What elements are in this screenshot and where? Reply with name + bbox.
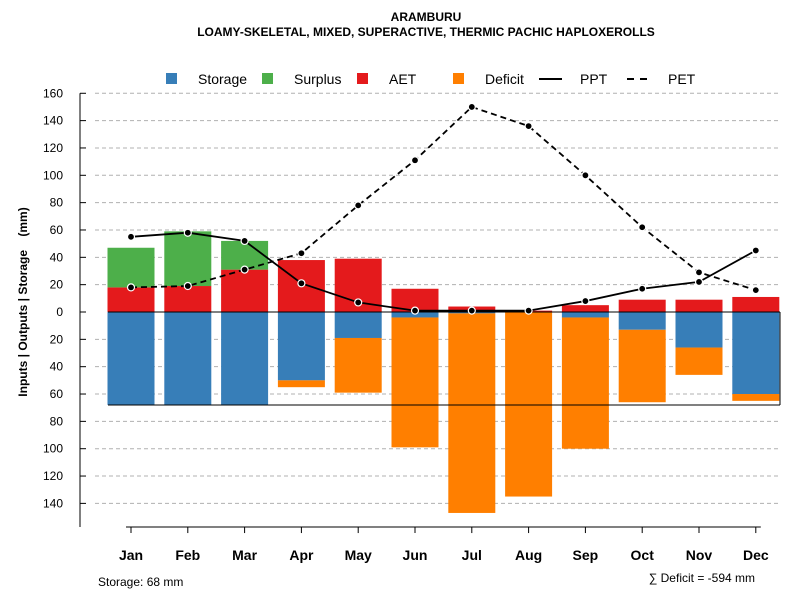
deficit-bar <box>675 347 723 375</box>
y-tick-label: 60 <box>50 387 64 401</box>
y-tick-label: 40 <box>50 360 64 374</box>
x-tick-label: Aug <box>515 547 542 563</box>
deficit-bar <box>277 380 325 388</box>
storage-bar <box>391 312 439 318</box>
storage-bar <box>732 312 780 395</box>
chart-title: ARAMBURU <box>391 10 462 24</box>
ppt-point <box>410 306 420 315</box>
legend-label-aet: AET <box>389 71 417 87</box>
deficit-bar <box>334 337 382 393</box>
x-tick-label: Sep <box>573 547 599 563</box>
ppt-point <box>240 236 249 246</box>
x-tick-label: Oct <box>631 547 655 563</box>
deficit-annotation: ∑ Deficit = -594 mm <box>649 571 755 585</box>
x-tick-label: Feb <box>175 547 200 563</box>
storage-bar <box>561 312 609 318</box>
x-tick-label: May <box>345 547 372 563</box>
pet-point <box>581 171 590 180</box>
y-tick-label: 140 <box>43 496 63 510</box>
y-axis-label: Inputs | Outputs | Storage (mm) <box>16 207 30 396</box>
aet-bar <box>561 305 609 312</box>
y-tick-label: 140 <box>43 114 63 128</box>
ppt-point <box>581 296 590 306</box>
surplus-bar <box>164 231 212 287</box>
aet-bar <box>107 287 155 312</box>
storage-bar <box>164 312 212 405</box>
y-tick-label: 0 <box>56 305 63 319</box>
storage-bar <box>277 312 325 381</box>
pet-line <box>130 105 757 291</box>
pet-point <box>467 102 476 112</box>
ppt-point <box>751 246 760 255</box>
y-tick-label: 120 <box>43 141 63 155</box>
ppt-point <box>126 232 136 241</box>
y-tick-label: 20 <box>50 278 64 292</box>
pet-point <box>183 281 192 291</box>
chart-subtitle: LOAMY-SKELETAL, MIXED, SUPERACTIVE, THER… <box>197 25 655 39</box>
pet-point <box>751 286 760 295</box>
pet-point <box>638 223 647 232</box>
x-tick-label: Jul <box>462 547 482 563</box>
ppt-line <box>130 231 757 312</box>
storage-bar <box>334 312 382 338</box>
ppt-point <box>354 298 363 307</box>
deficit-bar <box>732 394 780 401</box>
deficit-bar <box>448 313 496 513</box>
ppt-point <box>297 279 306 288</box>
x-tick-label: Apr <box>289 547 314 563</box>
ppt-point <box>183 228 192 237</box>
x-tick-label: Dec <box>743 547 769 563</box>
ppt-point <box>638 284 647 293</box>
aet-bar <box>391 288 439 312</box>
y-tick-label: 100 <box>43 442 63 456</box>
pet-point <box>524 121 533 131</box>
aet-bar <box>618 299 666 312</box>
x-tick-label: Jun <box>403 547 428 563</box>
y-tick-label: 20 <box>50 332 64 346</box>
y-tick-label: 80 <box>50 414 64 428</box>
aet-bar <box>732 296 780 312</box>
legend-swatch-surplus <box>262 73 273 84</box>
aet-bar <box>675 299 723 312</box>
ppt-point <box>694 277 704 287</box>
pet-point <box>126 283 136 292</box>
ppt-point <box>524 306 533 315</box>
legend-swatch-storage <box>166 73 177 84</box>
storage-bar <box>618 312 666 330</box>
storage-bar <box>221 312 269 405</box>
ppt-point <box>467 306 476 315</box>
legend-label-deficit: Deficit <box>485 71 524 87</box>
storage-bar <box>107 312 155 405</box>
surplus-bar <box>107 247 155 288</box>
pet-point <box>694 268 704 277</box>
pet-point <box>354 201 363 210</box>
y-tick-label: 120 <box>43 469 63 483</box>
y-tick-label: 80 <box>50 196 64 210</box>
pet-point <box>410 156 420 165</box>
y-tick-label: 160 <box>43 86 63 100</box>
pet-point <box>297 249 306 258</box>
aet-bar <box>221 269 269 312</box>
deficit-bar <box>561 317 609 449</box>
deficit-bar <box>505 312 553 497</box>
legend-label-surplus: Surplus <box>294 71 341 87</box>
legend-label-storage: Storage <box>198 71 247 87</box>
deficit-bar <box>391 317 439 448</box>
y-tick-label: 60 <box>50 223 64 237</box>
x-tick-label: Mar <box>232 547 257 563</box>
deficit-bar <box>618 329 666 403</box>
x-tick-label: Nov <box>686 547 713 563</box>
legend-label-ppt: PPT <box>580 71 608 87</box>
x-tick-label: Jan <box>119 547 143 563</box>
legend-swatch-deficit <box>453 73 464 84</box>
legend-swatch-aet <box>357 73 368 84</box>
pet-point <box>240 265 249 274</box>
legend-label-pet: PET <box>668 71 696 87</box>
y-tick-label: 100 <box>43 168 63 182</box>
storage-annotation: Storage: 68 mm <box>98 575 183 589</box>
y-tick-label: 40 <box>50 250 64 264</box>
storage-bar <box>675 312 723 348</box>
aet-bar <box>164 286 212 312</box>
